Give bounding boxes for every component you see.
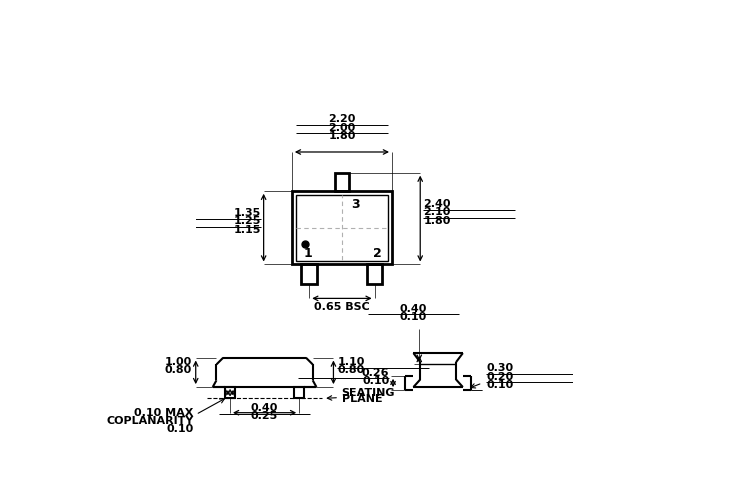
Text: 0.40: 0.40 [251,403,278,413]
Text: 2.00: 2.00 [328,122,356,133]
Text: SEATING: SEATING [342,388,395,398]
Bar [292,191,392,265]
Text: 1.35: 1.35 [233,208,260,218]
Bar [296,195,388,261]
Text: 0.40: 0.40 [400,304,427,314]
Text: 0.10: 0.10 [486,380,514,390]
Text: 0.10: 0.10 [362,376,389,386]
Text: 1.80: 1.80 [423,216,451,225]
Text: 2.20: 2.20 [328,114,356,124]
Text: 1.25: 1.25 [233,217,260,226]
Text: 1.10: 1.10 [338,357,364,367]
Text: 0.30: 0.30 [486,364,513,373]
Text: 0.10: 0.10 [166,424,194,435]
Text: 1: 1 [303,247,312,260]
Text: 3: 3 [351,197,360,211]
Bar [294,387,304,398]
Text: 0.26: 0.26 [362,368,389,378]
Bar [367,265,382,284]
Text: 1.00: 1.00 [165,357,192,367]
Text: 0.10: 0.10 [400,312,427,322]
Text: 0.80: 0.80 [338,365,364,375]
Text: 1.80: 1.80 [328,131,356,141]
Bar [225,387,236,398]
Text: 0.25: 0.25 [251,411,278,421]
Text: 1.15: 1.15 [233,225,260,235]
Text: 0.65 BSC: 0.65 BSC [314,302,370,312]
Text: 0.10 MAX: 0.10 MAX [134,408,194,418]
Text: 2: 2 [373,247,381,260]
Text: 0.20: 0.20 [486,372,514,382]
Bar [334,173,349,191]
Text: COPLANARITY: COPLANARITY [106,416,194,426]
Text: 2.40: 2.40 [423,199,451,209]
Text: 2.10: 2.10 [423,207,451,218]
Text: PLANE: PLANE [342,394,382,404]
Text: 0.80: 0.80 [165,365,192,375]
Bar [302,265,317,284]
